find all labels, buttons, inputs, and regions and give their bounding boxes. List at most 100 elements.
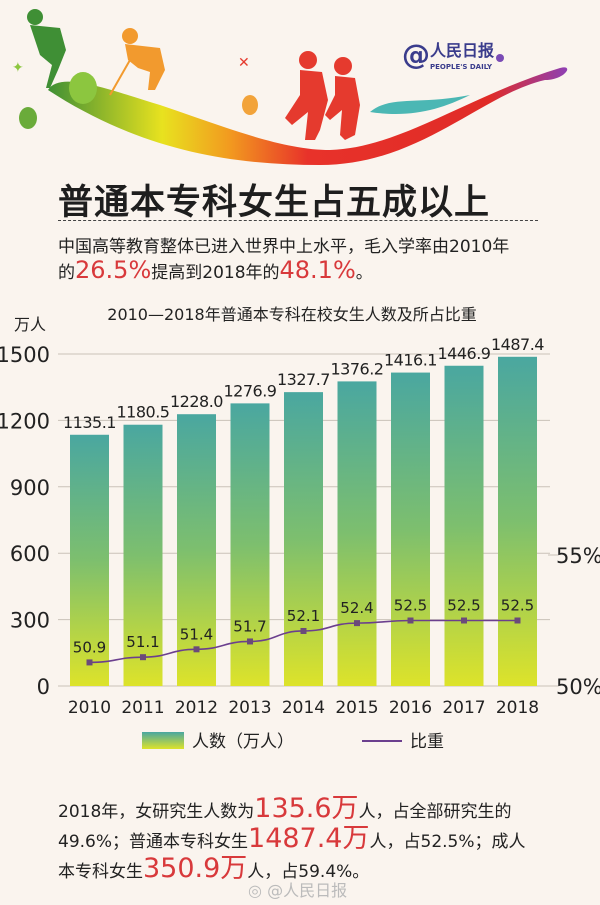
title-divider: [58, 220, 538, 221]
ratio-line: 50.9 51.1 51.4 51.7 52.1 52.4 52.5 52.5 52.5: [73, 597, 534, 666]
intro-suffix: 。: [355, 263, 373, 283]
bar: [444, 365, 484, 686]
footer-text: 人，占59.4%。: [247, 862, 370, 882]
y2-axis-ticks: 50% 55%: [548, 544, 600, 699]
legend-swatch-bars: [142, 732, 184, 749]
x-tick-label: 2012: [175, 698, 218, 718]
teal-wave: [370, 95, 470, 115]
legend-label-bars: 人数（万人）: [192, 732, 294, 752]
adult-count: 350.9万: [143, 853, 248, 884]
logo-name-cn: 人民日报: [430, 41, 494, 60]
logo-at-symbol: @: [402, 38, 430, 71]
child-silhouette-orange: [109, 28, 165, 96]
y-tick-label: 300: [10, 609, 50, 633]
ratio-marker: [354, 620, 360, 627]
footer-text: 2018年，女研究生人数为: [58, 802, 255, 822]
ratio-value-label: 52.5: [447, 597, 480, 615]
x-axis-ticks: 2010 2011 2012 2013 2014 2015 2016 2017 2018: [68, 698, 539, 718]
orange-ball: [242, 95, 258, 115]
girls-silhouette-red: [285, 51, 360, 140]
ratio-value-label: 50.9: [73, 638, 106, 656]
y-tick-label: 600: [10, 542, 50, 566]
ratio-value-label: 52.1: [287, 607, 320, 625]
y-axis-label: 万人: [14, 315, 46, 334]
bar: [391, 372, 430, 686]
footer-line-1: 2018年，女研究生人数为135.6万人，占全部研究生的: [58, 786, 512, 825]
y-tick-label: 1500: [0, 343, 50, 367]
y-axis-ticks: 0 300 600 900 1200 1500: [0, 343, 50, 699]
intro-line-1: 中国高等教育整体已进入世界中上水平，毛入学率由2010年: [58, 237, 510, 257]
purple-dot: [496, 54, 504, 62]
ratio-value-label: 51.7: [233, 617, 266, 635]
bars: [70, 356, 537, 686]
x-tick-label: 2015: [335, 698, 378, 718]
grad-count: 135.6万: [254, 793, 359, 824]
footer-text: 49.6%；普通本专科女生: [58, 832, 249, 852]
page-title: 普通本专科女生占五成以上: [58, 183, 491, 223]
ratio-marker: [247, 638, 253, 645]
watermark-text: @人民日报: [267, 881, 348, 900]
child-silhouette-green: [27, 9, 66, 88]
bar-value-label: 1228.0: [170, 392, 223, 411]
ratio-value-label: 51.1: [126, 633, 159, 651]
bar-value-label: 1376.2: [331, 359, 384, 378]
y2-tick-label: 50%: [556, 675, 600, 699]
bar-value-label: 1446.9: [438, 344, 491, 363]
star-mark: ✦: [12, 60, 24, 76]
ratio-value-label: 52.5: [394, 597, 427, 615]
bar: [123, 424, 163, 686]
intro-line-2: 的26.5%提高到2018年的48.1%。: [58, 256, 373, 284]
green-ball-small: [19, 107, 37, 129]
undergrad-count: 1487.4万: [248, 823, 370, 854]
peoples-daily-logo: @ 人民日报 PEOPLE'S DAILY: [402, 38, 494, 71]
bar-value-label: 1416.1: [384, 351, 437, 370]
color-swoosh: [48, 67, 568, 165]
ratio-value-label: 52.5: [501, 597, 534, 615]
bar: [177, 414, 216, 686]
bar-value-label: 1276.9: [224, 381, 277, 400]
bar: [337, 381, 377, 686]
weibo-icon: ◎: [248, 881, 262, 900]
ratio-value-label: 51.4: [180, 625, 213, 643]
footer-text: 本专科女生: [58, 862, 143, 882]
ratio-marker: [86, 659, 93, 666]
footer-text: 人，占全部研究生的: [358, 802, 512, 822]
footer-line-3: 本专科女生350.9万人，占59.4%。: [58, 846, 369, 885]
x-tick-label: 2013: [228, 698, 271, 718]
legend-label-line: 比重: [410, 732, 444, 752]
bar: [70, 434, 109, 686]
x-tick-label: 2011: [121, 698, 164, 718]
ratio-marker: [300, 627, 307, 634]
x-tick-label: 2016: [389, 698, 432, 718]
footer-line-2: 49.6%；普通本专科女生1487.4万人，占52.5%；成人: [58, 816, 526, 855]
rate-2010: 26.5%: [75, 256, 152, 284]
green-ball: [69, 72, 97, 104]
ratio-marker: [193, 646, 200, 653]
x-tick-label: 2010: [68, 698, 111, 718]
footer-text: 人，占52.5%；成人: [369, 832, 526, 852]
ratio-value-label: 52.4: [340, 599, 373, 617]
bar-value-label: 1327.7: [277, 370, 330, 389]
chart: 2010—2018年普通本专科在校女生人数及所占比重 万人 0 300 600 900…: [0, 305, 600, 752]
y2-tick-label: 55%: [556, 544, 600, 568]
y-tick-label: 0: [37, 675, 50, 699]
y-tick-label: 1200: [0, 409, 50, 433]
ratio-marker: [407, 617, 414, 624]
banner-illustration: ✕ ✦ @ 人民日报 PEOPLE'S DAILY: [12, 9, 568, 165]
y-tick-label: 900: [10, 476, 50, 500]
ratio-marker: [140, 654, 146, 661]
legend: 人数（万人） 比重: [142, 732, 444, 752]
x-tick-label: 2014: [282, 698, 325, 718]
bar: [498, 356, 537, 686]
bar-value-label: 1180.5: [117, 403, 170, 422]
logo-name-en: PEOPLE'S DAILY: [430, 63, 493, 71]
rate-2018: 48.1%: [279, 256, 356, 284]
x-tick-label: 2018: [496, 698, 539, 718]
weibo-watermark: ◎ @人民日报: [248, 877, 347, 901]
bar-value-label: 1487.4: [491, 335, 544, 354]
ratio-marker: [461, 617, 467, 624]
chart-title: 2010—2018年普通本专科在校女生人数及所占比重: [107, 305, 476, 324]
bar: [284, 392, 323, 686]
bar-value-label: 1135.1: [63, 413, 116, 432]
